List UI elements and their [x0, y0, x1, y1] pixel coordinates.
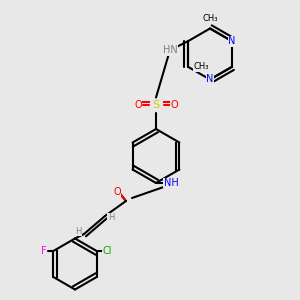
Text: O: O — [113, 187, 121, 197]
Text: Cl: Cl — [103, 246, 112, 256]
Text: H: H — [108, 213, 114, 222]
Text: N: N — [206, 74, 214, 85]
Text: F: F — [41, 246, 47, 256]
Text: CH₃: CH₃ — [202, 14, 218, 22]
Text: S: S — [152, 100, 160, 110]
Text: HN: HN — [163, 45, 177, 55]
Text: N: N — [228, 36, 236, 46]
Text: NH: NH — [164, 178, 178, 188]
Text: O: O — [134, 100, 142, 110]
Text: O: O — [170, 100, 178, 110]
Text: CH₃: CH₃ — [194, 62, 209, 71]
Text: H: H — [75, 226, 81, 236]
